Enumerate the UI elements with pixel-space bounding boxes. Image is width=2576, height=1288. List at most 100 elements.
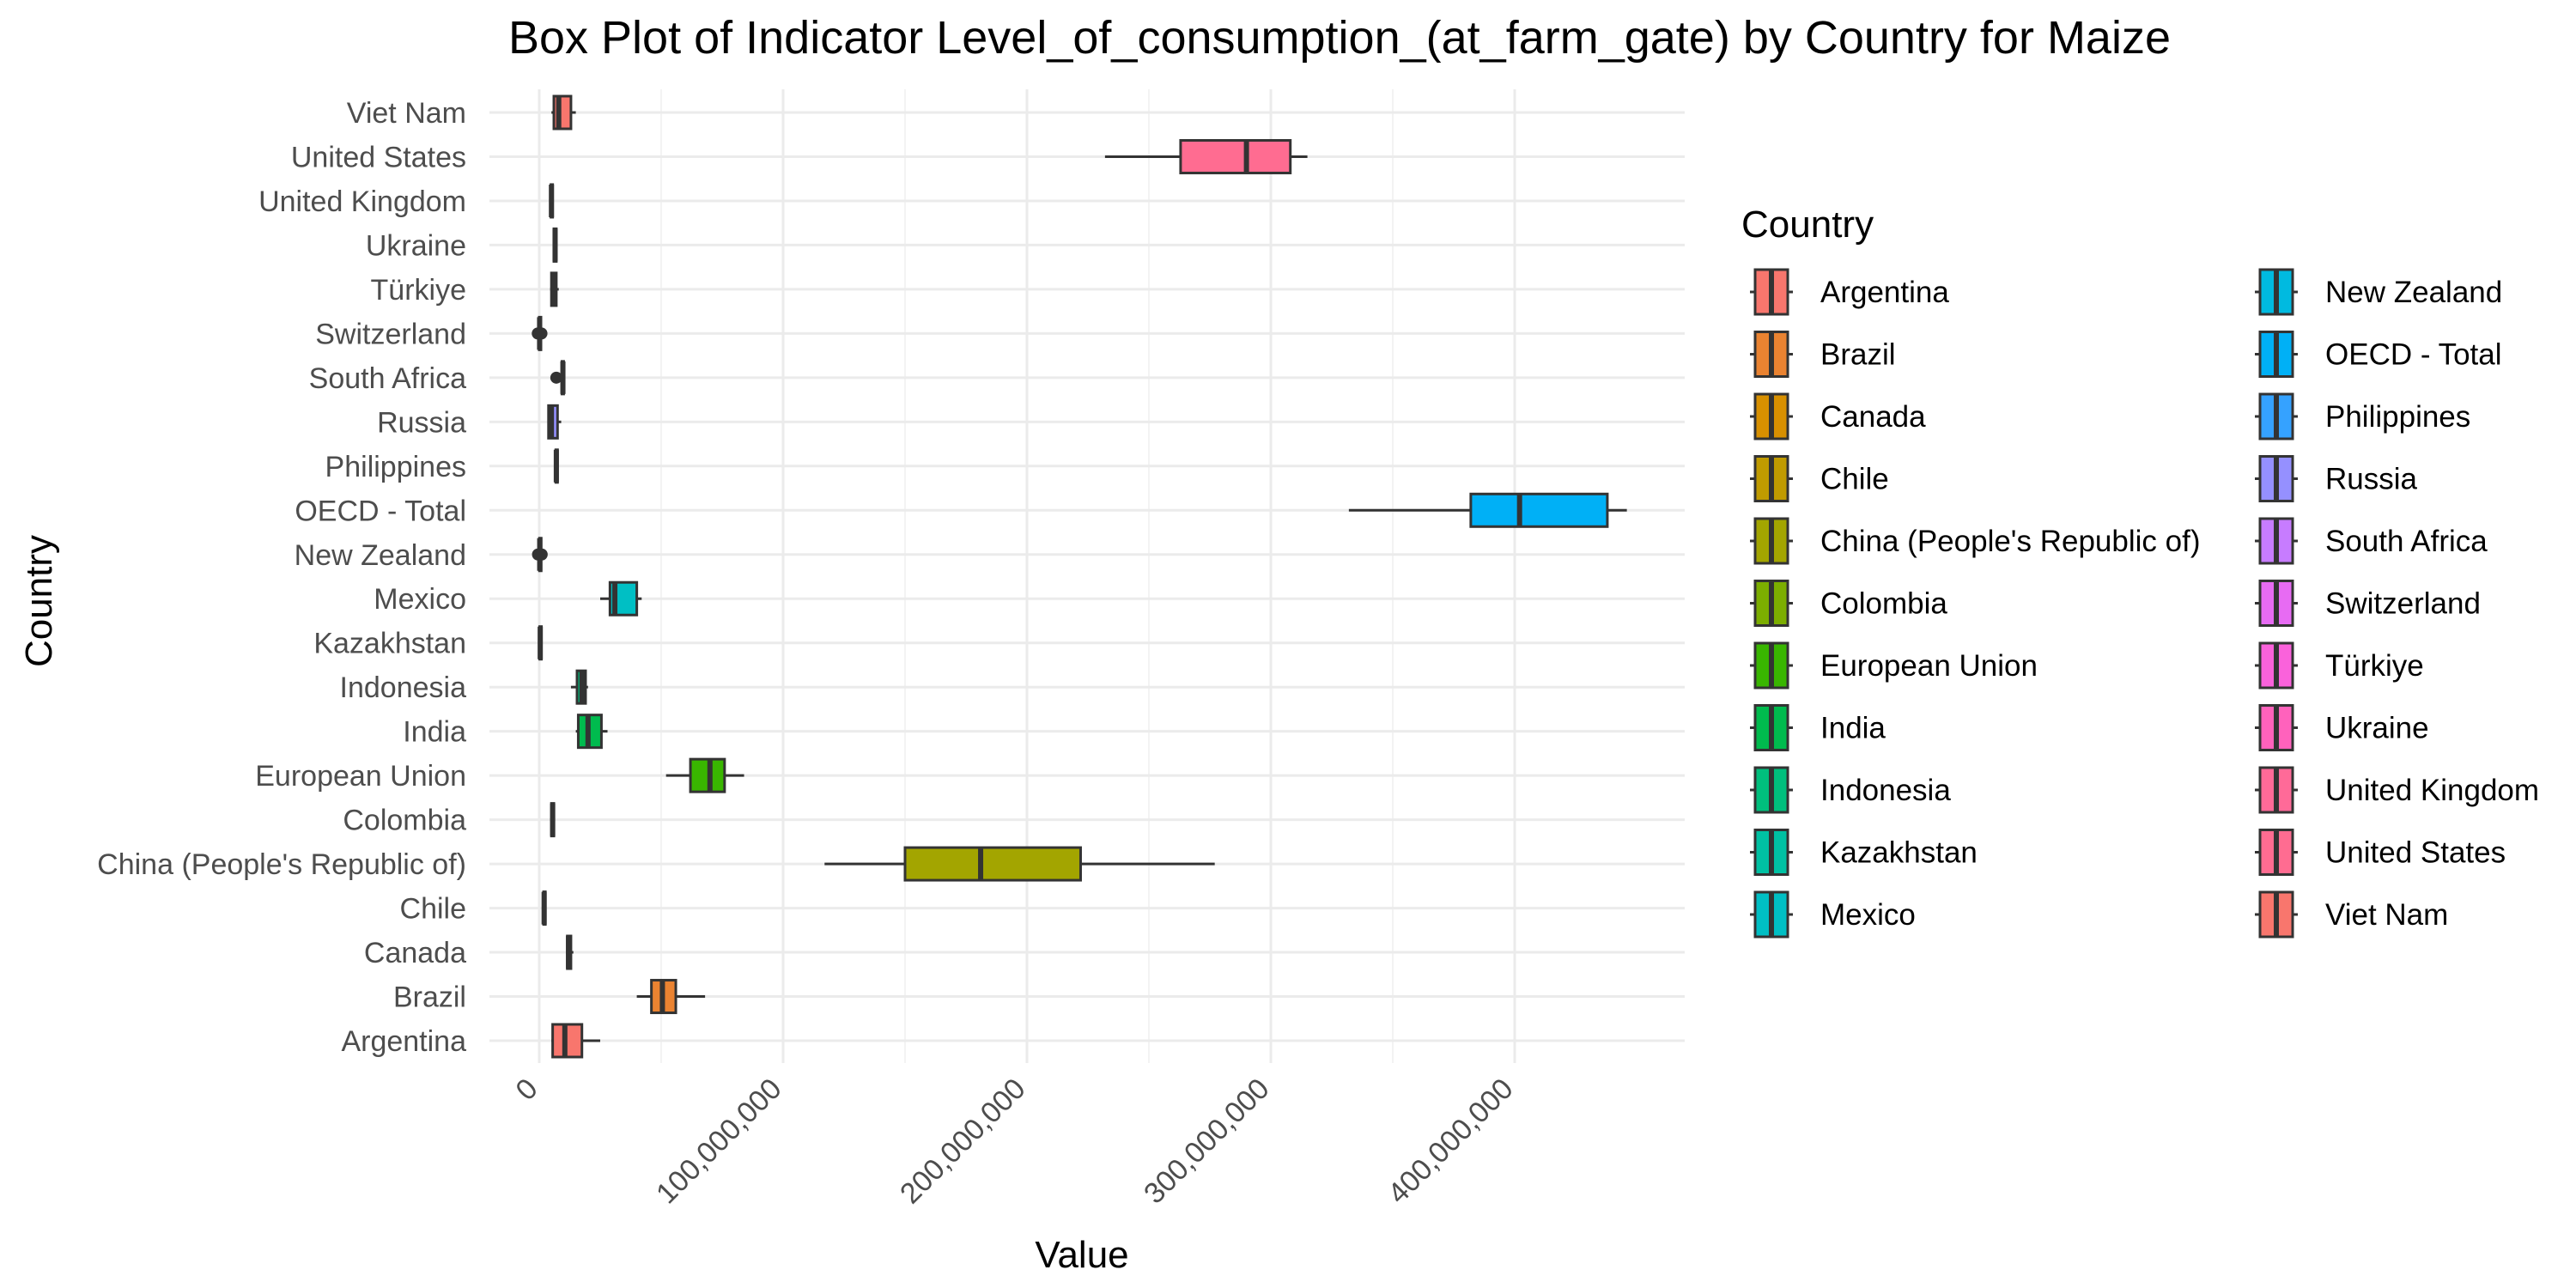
y-tick-label: Indonesia [340, 671, 467, 704]
legend-item-china-people-s-republic-of: China (People's Republic of) [1750, 517, 2200, 565]
legend: Argentina Brazil Canada Chile China (People'… [1750, 268, 2539, 939]
legend-label: OECD - Total [2325, 338, 2502, 372]
x-tick-label: 400,000,000 [1382, 1072, 1520, 1211]
y-tick-label: Mexico [374, 583, 466, 616]
legend-item-switzerland: Switzerland [2255, 580, 2481, 627]
box-switzerland [532, 315, 548, 351]
y-tick-label: Kazakhstan [313, 628, 466, 660]
legend-item-viet-nam: Viet Nam [2255, 890, 2448, 939]
y-tick-label: Colombia [343, 805, 466, 837]
legend-label: Mexico [1820, 898, 1916, 932]
y-tick-label: Viet Nam [347, 97, 466, 130]
y-tick-label: Ukraine [366, 229, 466, 262]
legend-label: United States [2325, 836, 2506, 870]
legend-label: Philippines [2325, 400, 2470, 434]
legend-item-ukraine: Ukraine [2255, 704, 2429, 751]
y-tick-label: United States [291, 141, 466, 173]
legend-title: Country [1741, 204, 1874, 246]
legend-item-south-africa: South Africa [2255, 517, 2488, 565]
legend-item-canada: Canada [1750, 392, 1926, 440]
y-tick-label: United Kingdom [258, 185, 466, 218]
x-tick-label: 300,000,000 [1138, 1072, 1276, 1211]
y-tick-label: European Union [255, 760, 466, 793]
box-argentina [551, 1023, 600, 1059]
boxes [532, 94, 1627, 1059]
legend-item-oecd-total: OECD - Total [2255, 331, 2502, 378]
y-tick-label: Canada [364, 937, 466, 969]
outlier-point [535, 327, 548, 340]
legend-label: New Zealand [2325, 276, 2502, 309]
box-kazakhstan [538, 625, 544, 661]
box-viet-nam [551, 94, 576, 131]
box-philippines [553, 448, 559, 484]
box-india [575, 714, 608, 750]
legend-item-t-rkiye: Türkiye [2255, 641, 2424, 690]
legend-label: Switzerland [2325, 587, 2481, 621]
legend-label: Kazakhstan [1820, 836, 1978, 870]
x-tick-label: 0 [509, 1072, 544, 1107]
legend-item-india: India [1750, 704, 1886, 751]
box-body [903, 846, 1082, 882]
box-body [1179, 138, 1292, 174]
box-mexico [600, 580, 642, 617]
y-tick-label: Switzerland [315, 318, 466, 350]
y-axis-title: Country [18, 535, 60, 667]
box-colombia [550, 802, 556, 838]
legend-label: Chile [1820, 463, 1889, 496]
legend-item-philippines: Philippines [2255, 392, 2470, 440]
y-tick-label: Russia [377, 406, 466, 439]
y-tick-label: Brazil [393, 981, 466, 1014]
chart-title: Box Plot of Indicator Level_of_consumpti… [508, 12, 2171, 64]
legend-item-united-kingdom: United Kingdom [2255, 766, 2539, 814]
legend-item-european-union: European Union [1750, 641, 2038, 690]
legend-label: Canada [1820, 400, 1926, 434]
legend-label: India [1820, 712, 1886, 745]
legend-label: European Union [1820, 649, 2038, 683]
x-tick-label: 200,000,000 [894, 1072, 1032, 1211]
legend-label: Russia [2325, 463, 2418, 496]
box-united-kingdom [549, 183, 555, 219]
x-axis-title: Value [1035, 1234, 1128, 1276]
y-axis-tick-labels: Argentina Brazil Canada Chile China (People'… [97, 97, 466, 1058]
legend-label: Colombia [1820, 587, 1947, 621]
y-tick-label: Türkiye [371, 274, 466, 307]
box-china-people-s-republic-of [824, 846, 1215, 882]
legend-label: Viet Nam [2325, 898, 2448, 932]
legend-label: South Africa [2325, 525, 2488, 558]
grid [489, 89, 1685, 1063]
y-tick-label: Philippines [325, 451, 466, 483]
box-new-zealand [532, 537, 548, 573]
x-axis-tick-labels: 0 100,000,000 200,000,000 300,000,000 400,00… [509, 1072, 1519, 1211]
legend-item-new-zealand: New Zealand [2255, 268, 2502, 316]
box-chile [541, 890, 547, 927]
y-tick-label: OECD - Total [295, 495, 466, 527]
legend-item-brazil: Brazil [1750, 331, 1896, 378]
legend-item-russia: Russia [2255, 455, 2418, 502]
legend-item-mexico: Mexico [1750, 890, 1916, 939]
legend-label: Ukraine [2325, 712, 2429, 745]
legend-label: Brazil [1820, 338, 1896, 372]
legend-item-indonesia: Indonesia [1750, 766, 1951, 814]
legend-item-kazakhstan: Kazakhstan [1750, 829, 1978, 876]
box-russia [547, 404, 562, 440]
box-oecd-total [1348, 492, 1627, 528]
legend-item-united-states: United States [2255, 829, 2506, 876]
box-united-states [1104, 138, 1308, 174]
legend-label: Türkiye [2325, 649, 2424, 683]
box-indonesia [570, 669, 588, 705]
legend-label: Argentina [1820, 276, 1949, 309]
outlier-point [550, 371, 562, 384]
x-tick-label: 100,000,000 [650, 1072, 788, 1211]
y-tick-label: Chile [400, 893, 466, 926]
box-ukraine [552, 227, 558, 263]
legend-label: Indonesia [1820, 774, 1951, 807]
y-tick-label: India [403, 716, 466, 749]
box-european-union [665, 757, 744, 793]
y-tick-label: New Zealand [295, 539, 466, 572]
box-canada [566, 934, 574, 970]
box-body [1469, 492, 1609, 528]
y-tick-label: South Africa [309, 362, 466, 395]
outlier-point [535, 548, 548, 561]
box-t-rkiye [550, 271, 559, 307]
